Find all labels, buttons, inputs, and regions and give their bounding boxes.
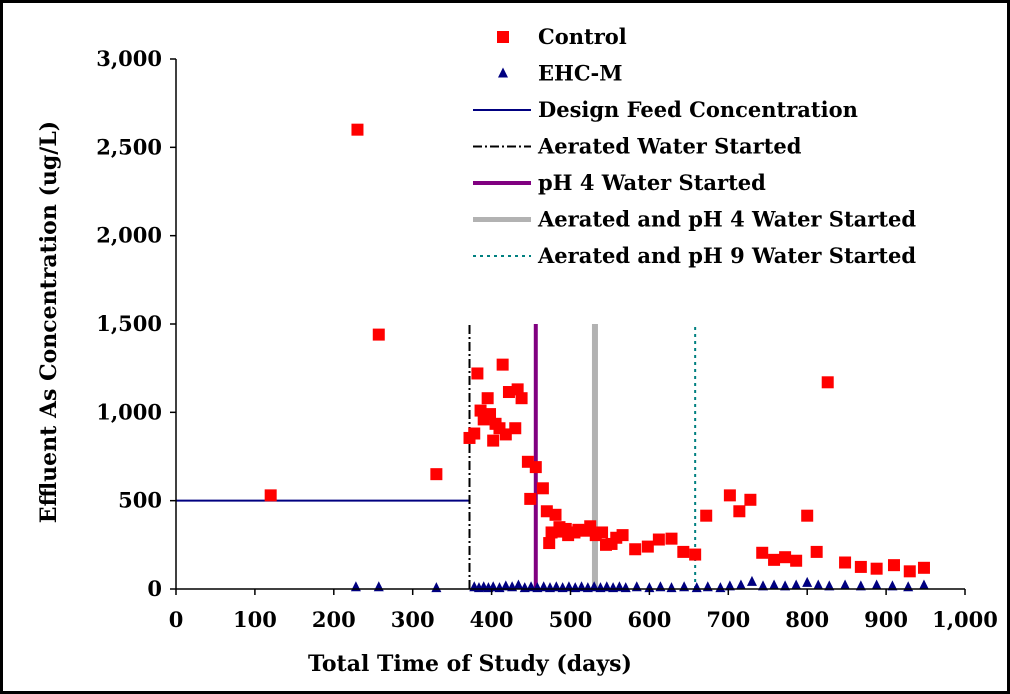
axes <box>170 58 966 595</box>
ehc-m-point <box>769 579 780 590</box>
y-tick-label: 2,500 <box>96 134 162 159</box>
control-point <box>790 554 803 567</box>
ehc-m-point <box>735 579 746 590</box>
legend-label: Design Feed Concentration <box>538 97 858 122</box>
ehc-m-point <box>813 579 824 590</box>
control-point <box>821 376 834 389</box>
control-point <box>810 545 823 558</box>
control-point <box>903 565 916 578</box>
x-tick-label: 300 <box>391 607 435 632</box>
y-tick-label: 3,000 <box>96 46 162 71</box>
ehc-m-point <box>855 580 866 591</box>
x-tick-label: 600 <box>627 607 671 632</box>
control-point <box>487 434 500 447</box>
x-tick-label: 700 <box>706 607 750 632</box>
control-point <box>430 468 443 481</box>
y-tick-label: 0 <box>147 576 162 601</box>
ehc-m-point <box>791 579 802 590</box>
control-point <box>700 509 713 522</box>
legend-label: pH 4 Water Started <box>538 170 766 195</box>
control-point <box>543 537 556 550</box>
control-point <box>629 543 642 556</box>
control-point <box>509 422 522 435</box>
ehc-m-point <box>666 582 677 593</box>
x-tick-label: 500 <box>549 607 593 632</box>
control-point <box>870 562 883 575</box>
control-point <box>665 532 678 545</box>
control-point <box>677 545 690 558</box>
ehc-m-point <box>746 575 757 586</box>
control-point <box>481 392 494 405</box>
ehc-m-point <box>500 580 511 591</box>
control-point <box>756 546 769 559</box>
control-point <box>351 123 364 136</box>
x-tick-label: 400 <box>470 607 514 632</box>
control-point <box>529 461 542 474</box>
control-point <box>733 505 746 518</box>
control-point <box>372 328 385 341</box>
control-point <box>887 559 900 572</box>
ehc-m-point <box>431 582 442 593</box>
y-tick-label: 500 <box>118 488 162 513</box>
ehc-m-point <box>824 580 835 591</box>
x-tick-label: 0 <box>169 607 184 632</box>
control-point <box>264 489 277 502</box>
control-point <box>917 561 930 574</box>
control-point <box>801 509 814 522</box>
ehc-m-point <box>724 580 735 591</box>
x-tick-label: 1,000 <box>932 607 998 632</box>
control-point <box>641 540 654 553</box>
control-point <box>652 533 665 546</box>
x-tick-label: 100 <box>233 607 277 632</box>
ehc-m-point <box>715 582 726 593</box>
control-point <box>484 408 497 421</box>
legend-marker-ehc-m <box>498 67 508 78</box>
x-tick-label: 900 <box>864 607 908 632</box>
legend-label: Aerated and pH 9 Water Started <box>537 243 916 268</box>
control-point <box>499 428 512 441</box>
x-tick-label: 200 <box>312 607 356 632</box>
y-tick-label: 1,500 <box>96 311 162 336</box>
legend-label: Aerated and pH 4 Water Started <box>537 207 916 232</box>
control-point <box>511 383 524 396</box>
legend-label: EHC-M <box>538 61 623 86</box>
control-point <box>536 482 549 495</box>
y-tick-label: 1,000 <box>96 399 162 424</box>
x-axis-title: Total Time of Study (days) <box>308 651 632 677</box>
control-point <box>854 560 867 573</box>
control-point <box>779 551 792 564</box>
ehc-m-point <box>802 576 813 587</box>
ehc-m-point <box>780 580 791 591</box>
chart-svg: 0 500 1,000 1,500 2,000 2,500 3,000 0 100 200 300 4… <box>36 24 998 677</box>
ehc-m-point <box>871 579 882 590</box>
ehc-m-point <box>918 579 929 590</box>
tick-labels: 0 500 1,000 1,500 2,000 2,500 3,000 0 100 200 300 4… <box>96 46 998 632</box>
control-point <box>549 508 562 521</box>
x-tick-label: 800 <box>785 607 829 632</box>
legend: Control EHC-M Design Feed Concentration Aer… <box>473 24 916 268</box>
control-point <box>839 556 852 569</box>
control-point <box>468 427 481 440</box>
ehc-m-point <box>840 579 851 590</box>
control-point <box>723 489 736 502</box>
control-point <box>471 367 484 380</box>
control-point <box>496 358 509 371</box>
control-point <box>744 493 757 506</box>
ehc-m-point <box>887 580 898 591</box>
legend-marker-control <box>497 31 509 43</box>
control-point <box>596 526 609 539</box>
control-point <box>515 392 528 405</box>
control-point <box>524 492 537 505</box>
y-axis-title: Effluent As Concentration (ug/L) <box>36 121 62 523</box>
legend-label: Control <box>538 24 627 49</box>
ehc-m-point <box>758 580 769 591</box>
y-tick-label: 2,000 <box>96 223 162 248</box>
ehc-m-point <box>691 582 702 593</box>
control-point <box>689 548 702 561</box>
control-point <box>768 553 781 566</box>
legend-label: Aerated Water Started <box>537 134 802 159</box>
ehc-m-point <box>513 579 524 590</box>
control-point <box>616 529 629 542</box>
